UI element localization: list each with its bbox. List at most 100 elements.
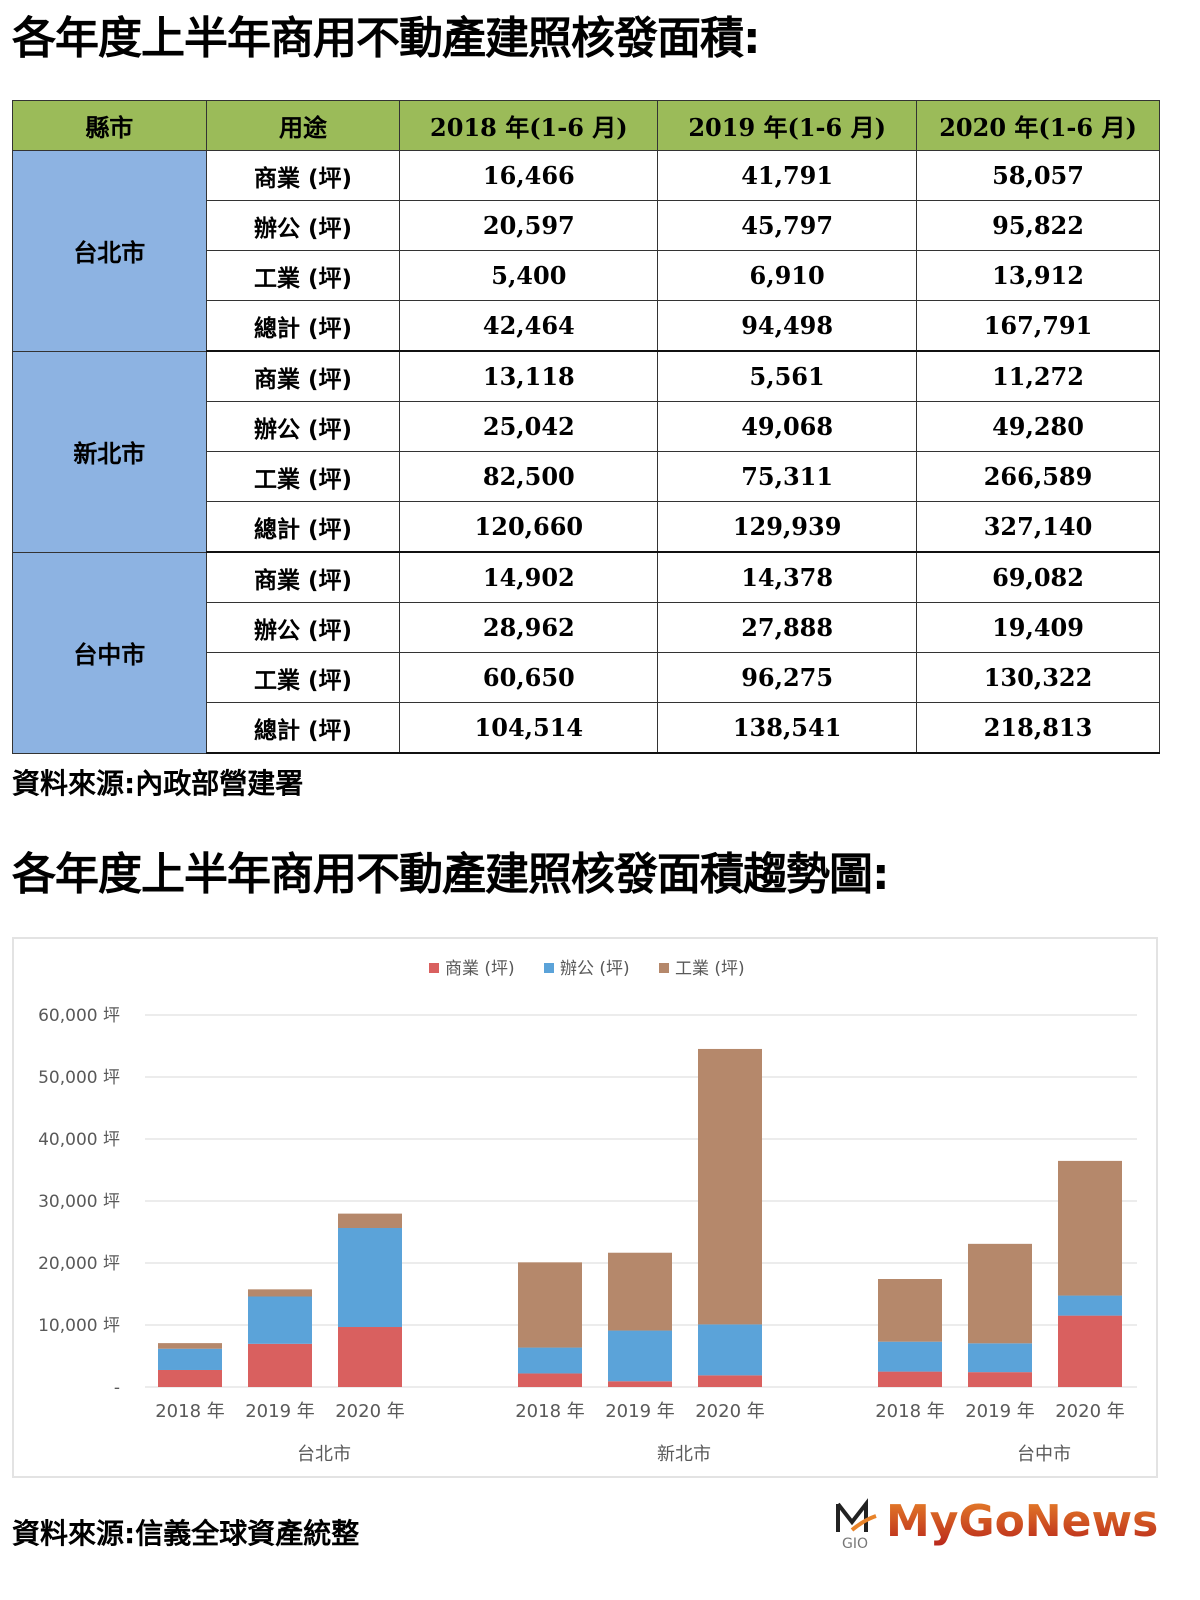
value-cell: 120,660 (399, 501, 659, 553)
use-cell: 商業 (坪) (205, 551, 401, 603)
x-tick-label: 2019 年 (245, 1401, 315, 1422)
bar-segment (608, 1381, 672, 1387)
bar-segment (1058, 1315, 1122, 1387)
y-tick-label: 30,000 坪 (38, 1192, 120, 1212)
value-cell: 129,939 (657, 501, 918, 553)
value-cell: 218,813 (916, 702, 1160, 754)
use-cell: 工業 (坪) (205, 652, 401, 703)
table-row: 總計 (坪) 104,514 138,541 218,813 (13, 702, 1160, 754)
value-cell: 45,797 (657, 200, 918, 251)
svg-text:MyGoNews: MyGoNews (886, 1496, 1158, 1547)
bar-segment (158, 1369, 222, 1387)
value-cell: 14,378 (657, 551, 918, 603)
column-header: 2020 年(1-6 月) (916, 100, 1160, 151)
bar-segment (338, 1327, 402, 1387)
bar-segment (338, 1227, 402, 1328)
use-cell: 總計 (坪) (205, 300, 401, 352)
value-cell: 28,962 (399, 602, 659, 653)
value-cell: 11,272 (916, 350, 1160, 402)
x-tick-label: 2020 年 (695, 1401, 765, 1422)
column-header: 2019 年(1-6 月) (657, 100, 918, 151)
bar-segment (878, 1371, 942, 1387)
value-cell: 69,082 (916, 551, 1160, 603)
value-cell: 27,888 (657, 602, 918, 653)
source-note-table: 資料來源:內政部營建署 (12, 767, 304, 800)
table-row: 工業 (坪) 5,400 6,910 13,912 (13, 250, 1160, 301)
value-cell: 16,466 (399, 150, 659, 201)
value-cell: 13,912 (916, 250, 1160, 301)
table-row: 台北市 商業 (坪) 16,466 41,791 58,057 (12, 150, 1160, 352)
bar-segment (1058, 1295, 1122, 1316)
x-tick-label: 2020 年 (335, 1401, 405, 1422)
x-tick-label: 2019 年 (965, 1401, 1035, 1422)
value-cell: 104,514 (399, 702, 659, 754)
source-note-chart: 資料來源:信義全球資產統整 (12, 1517, 360, 1550)
permit-area-table: 縣市 用途 2018 年(1-6 月) 2019 年(1-6 月) 2020 年(1-6… (12, 100, 1160, 754)
page-title: 各年度上半年商用不動產建照核發面積: (12, 13, 761, 64)
legend-swatch (544, 963, 554, 973)
column-header: 2018 年(1-6 月) (399, 100, 659, 151)
group-label: 新北市 (657, 1444, 711, 1465)
value-cell: 94,498 (657, 300, 918, 352)
bar-segment (698, 1375, 762, 1387)
bar-segment (248, 1289, 312, 1297)
chart-svg: - 10,000 坪 20,000 坪 30,000 坪 40,000 坪 50,000 … (38, 959, 1137, 1465)
use-cell: 總計 (坪) (205, 501, 401, 553)
value-cell: 5,400 (399, 250, 659, 301)
legend-label: 商業 (坪) (445, 959, 515, 979)
value-cell: 13,118 (399, 350, 659, 402)
use-cell: 辦公 (坪) (205, 602, 401, 653)
legend-label: 辦公 (坪) (560, 959, 630, 979)
value-cell: 60,650 (399, 652, 659, 703)
value-cell: 19,409 (916, 602, 1160, 653)
value-cell: 82,500 (399, 451, 659, 502)
use-cell: 工業 (坪) (205, 250, 401, 301)
legend-label: 工業 (坪) (675, 959, 745, 979)
city-cell: 台北市 (12, 150, 207, 352)
bar-segment (158, 1348, 222, 1370)
table-row: 台中市 商業 (坪) 14,902 14,378 69,082 (12, 551, 1160, 754)
x-tick-label: 2019 年 (605, 1401, 675, 1422)
value-cell: 95,822 (916, 200, 1160, 251)
bar-segment (338, 1213, 402, 1228)
chart-title: 各年度上半年商用不動產建照核發面積趨勢圖: (12, 849, 890, 900)
value-cell: 167,791 (916, 300, 1160, 352)
table-row: 總計 (坪) 42,464 94,498 167,791 (13, 300, 1160, 352)
y-tick-label: 40,000 坪 (38, 1130, 120, 1150)
value-cell: 58,057 (916, 150, 1160, 201)
value-cell: 20,597 (399, 200, 659, 251)
bar-segment (248, 1296, 312, 1344)
value-cell: 130,322 (916, 652, 1160, 703)
use-cell: 商業 (坪) (205, 350, 401, 402)
value-cell: 6,910 (657, 250, 918, 301)
column-header: 縣市 (12, 100, 207, 151)
table-row: 辦公 (坪) 25,042 49,068 49,280 (13, 401, 1160, 452)
x-tick-label: 2018 年 (875, 1401, 945, 1422)
bar-segment (248, 1343, 312, 1387)
bar-segment (608, 1330, 672, 1382)
group-label: 台中市 (1017, 1444, 1071, 1465)
table-row: 總計 (坪) 120,660 129,939 327,140 (13, 501, 1160, 553)
use-cell: 辦公 (坪) (205, 200, 401, 251)
value-cell: 42,464 (399, 300, 659, 352)
x-tick-label: 2018 年 (515, 1401, 585, 1422)
column-header: 用途 (205, 100, 401, 151)
table-row: 辦公 (坪) 28,962 27,888 19,409 (13, 602, 1160, 653)
value-cell: 14,902 (399, 551, 659, 603)
bar-segment (968, 1243, 1032, 1344)
use-cell: 辦公 (坪) (205, 401, 401, 452)
value-cell: 327,140 (916, 501, 1160, 553)
value-cell: 5,561 (657, 350, 918, 402)
bar-segment (518, 1373, 582, 1387)
legend-swatch (659, 963, 669, 973)
value-cell: 138,541 (657, 702, 918, 754)
value-cell: 266,589 (916, 451, 1160, 502)
bar-segment (1058, 1160, 1122, 1296)
x-tick-label: 2018 年 (155, 1401, 225, 1422)
y-tick-label: 60,000 坪 (38, 1006, 120, 1026)
bar-segment (968, 1343, 1032, 1373)
bar-segment (518, 1262, 582, 1348)
group-label: 台北市 (297, 1444, 351, 1465)
value-cell: 96,275 (657, 652, 918, 703)
table-row: 工業 (坪) 82,500 75,311 266,589 (13, 451, 1160, 502)
